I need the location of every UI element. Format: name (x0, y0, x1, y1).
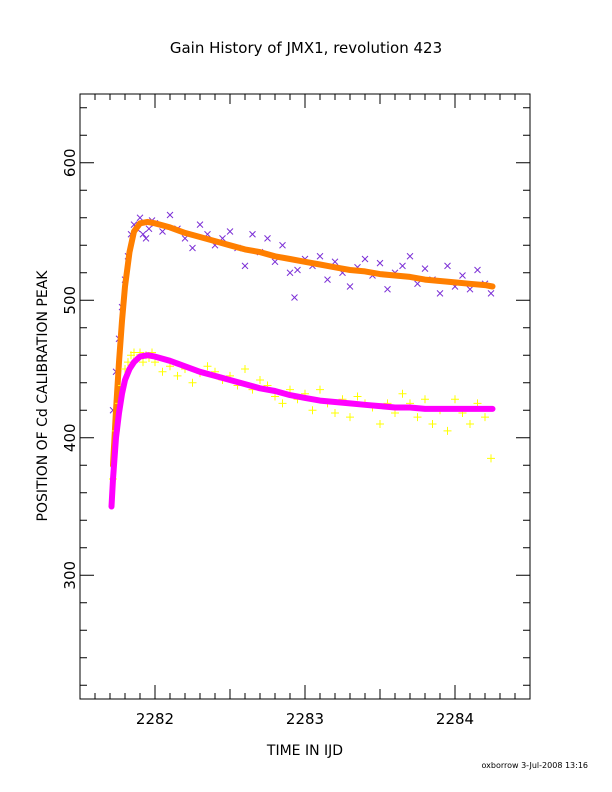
series-line (108, 352, 496, 510)
data-point (286, 269, 294, 277)
x-tick-label: 2283 (286, 710, 324, 728)
data-point (158, 367, 167, 376)
series-line (110, 218, 496, 469)
series-group (108, 211, 496, 510)
data-point (487, 454, 495, 463)
y-axis: 300 400 500 600 (61, 107, 530, 686)
data-point (271, 258, 279, 266)
data-point (249, 230, 256, 238)
data-point (308, 406, 317, 415)
data-point (188, 378, 197, 387)
data-point (291, 294, 298, 301)
data-point (443, 426, 452, 435)
data-point (474, 266, 481, 274)
data-point (316, 252, 324, 260)
data-point (481, 413, 489, 422)
data-point (459, 272, 466, 279)
data-point (376, 259, 384, 267)
data-point (139, 358, 147, 367)
data-point (166, 211, 174, 219)
data-point (406, 252, 414, 260)
data-point (159, 228, 166, 235)
x-axis: 2282 2283 2284 (79, 94, 531, 728)
y-tick-label: 600 (61, 148, 79, 177)
series-0 (109, 211, 495, 414)
data-point (331, 409, 339, 417)
y-tick-label: 400 (61, 423, 79, 452)
data-point (278, 399, 287, 408)
series-2 (109, 348, 495, 483)
series-3 (108, 352, 496, 510)
data-point (398, 389, 407, 398)
data-point (451, 395, 459, 404)
data-point (421, 265, 429, 272)
data-point (414, 280, 421, 288)
data-point (399, 262, 406, 270)
data-point (145, 225, 153, 233)
y-tick-label: 300 (61, 561, 79, 590)
data-point (196, 221, 204, 228)
data-point (256, 376, 264, 384)
y-tick-label: 500 (61, 286, 79, 315)
data-point (466, 285, 474, 293)
data-point (384, 285, 391, 293)
data-point (279, 241, 286, 249)
data-point (189, 244, 196, 252)
data-point (331, 258, 339, 266)
data-point (353, 392, 362, 401)
x-axis-label: TIME IN IJD (266, 743, 343, 759)
footer-credit: oxborrow 3-Jul-2008 13:16 (481, 761, 588, 770)
data-point (487, 290, 495, 297)
data-point (142, 235, 150, 242)
series-1 (110, 218, 496, 469)
data-point (324, 276, 331, 283)
data-point (436, 290, 444, 297)
data-point (444, 262, 451, 270)
data-point (241, 365, 249, 373)
data-point (346, 283, 354, 290)
data-point (428, 420, 437, 428)
data-point (316, 385, 324, 394)
data-point (361, 255, 369, 263)
y-axis-label: POSITION OF Cd CALIBRATION PEAK (35, 270, 51, 522)
data-point (136, 214, 144, 222)
data-point (413, 413, 422, 422)
data-point (173, 371, 182, 380)
chart-title: Gain History of JMX1, revolution 423 (170, 39, 442, 57)
data-point (264, 235, 271, 242)
data-point (421, 395, 429, 404)
data-point (241, 262, 249, 270)
data-point (294, 266, 301, 274)
data-point (466, 420, 474, 428)
data-point (346, 413, 354, 422)
data-point (203, 362, 212, 371)
data-point (226, 228, 234, 235)
x-tick-label: 2284 (436, 710, 474, 728)
x-tick-label: 2282 (136, 710, 174, 728)
data-point (139, 230, 147, 238)
data-point (376, 420, 384, 428)
